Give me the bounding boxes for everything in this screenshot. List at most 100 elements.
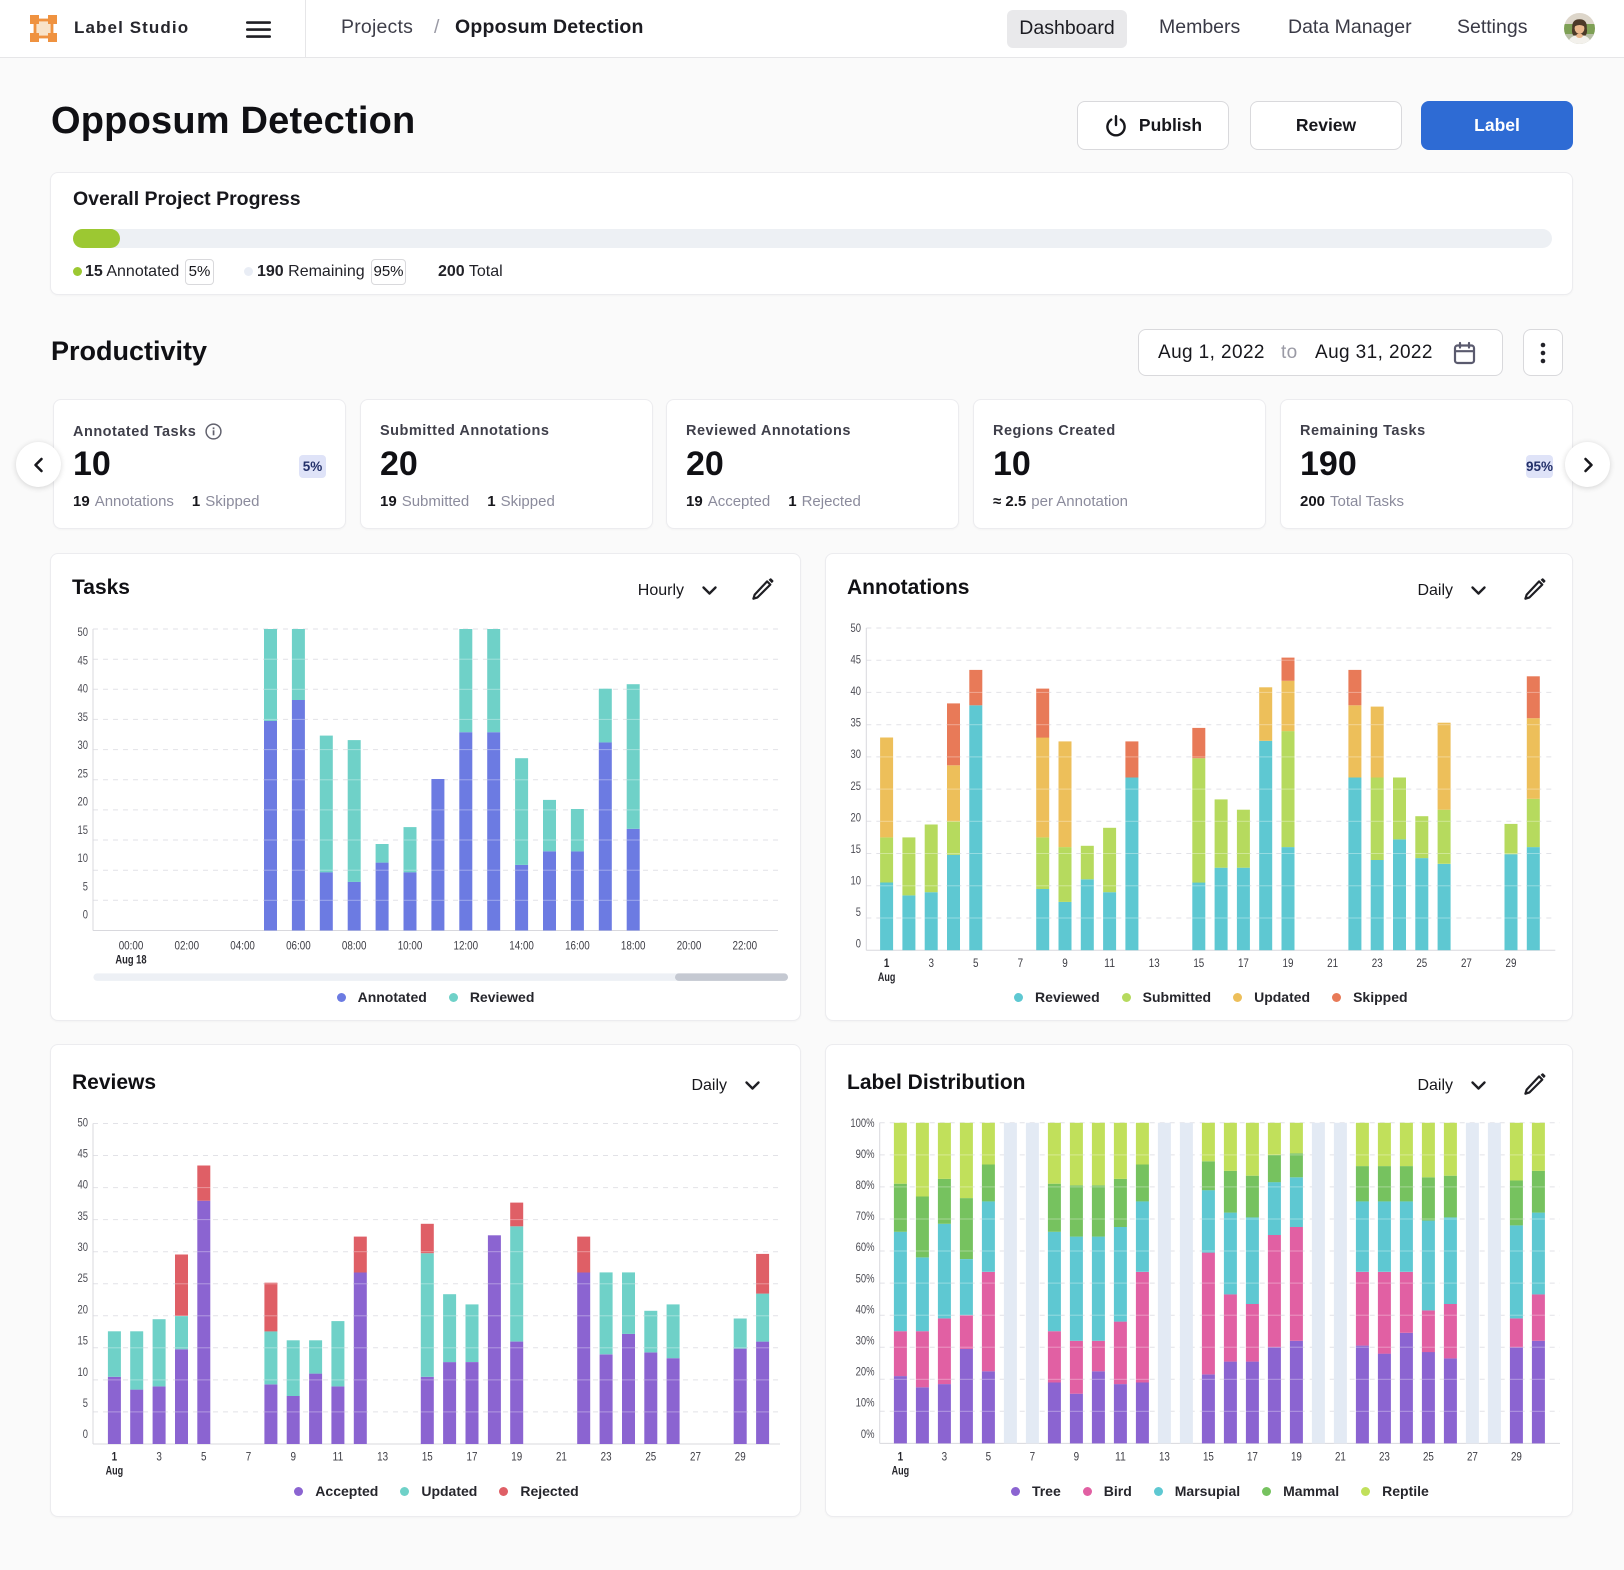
svg-text:29: 29: [1511, 1450, 1522, 1464]
svg-text:5: 5: [986, 1450, 992, 1464]
svg-text:40: 40: [78, 1180, 89, 1192]
svg-text:22:00: 22:00: [733, 939, 758, 953]
svg-text:17: 17: [1247, 1450, 1258, 1464]
svg-text:5: 5: [973, 956, 979, 970]
svg-text:25: 25: [645, 1450, 656, 1464]
svg-text:08:00: 08:00: [342, 939, 367, 953]
svg-text:0: 0: [856, 939, 861, 951]
svg-text:10:00: 10:00: [398, 939, 423, 953]
svg-text:9: 9: [290, 1450, 296, 1464]
svg-text:Aug: Aug: [878, 970, 896, 984]
svg-text:3: 3: [156, 1450, 162, 1464]
svg-text:15: 15: [422, 1450, 433, 1464]
svg-text:15: 15: [78, 825, 89, 837]
svg-text:35: 35: [78, 712, 89, 724]
svg-text:20%: 20%: [856, 1367, 875, 1379]
svg-text:21: 21: [1335, 1450, 1346, 1464]
svg-text:15: 15: [78, 1336, 89, 1348]
svg-text:5: 5: [83, 1398, 88, 1410]
svg-text:19: 19: [1291, 1450, 1302, 1464]
svg-text:20: 20: [851, 812, 862, 824]
svg-text:13: 13: [1159, 1450, 1170, 1464]
svg-text:100%: 100%: [850, 1118, 874, 1130]
svg-text:50%: 50%: [856, 1273, 875, 1285]
svg-text:50: 50: [851, 623, 862, 635]
svg-text:70%: 70%: [856, 1211, 875, 1223]
svg-text:29: 29: [735, 1450, 746, 1464]
svg-text:45: 45: [78, 1149, 89, 1161]
svg-text:25: 25: [78, 1273, 89, 1285]
svg-text:90%: 90%: [856, 1149, 875, 1161]
svg-text:25: 25: [78, 768, 89, 780]
svg-text:30: 30: [851, 749, 862, 761]
svg-text:21: 21: [1327, 956, 1338, 970]
svg-text:29: 29: [1506, 956, 1517, 970]
svg-text:50: 50: [78, 627, 89, 639]
svg-text:16:00: 16:00: [565, 939, 590, 953]
svg-text:50: 50: [78, 1117, 89, 1129]
svg-text:7: 7: [1030, 1450, 1036, 1464]
svg-text:04:00: 04:00: [230, 939, 255, 953]
svg-text:23: 23: [1379, 1450, 1390, 1464]
svg-text:30: 30: [78, 1242, 89, 1254]
svg-text:25: 25: [1423, 1450, 1434, 1464]
svg-text:27: 27: [690, 1450, 701, 1464]
svg-text:19: 19: [1283, 956, 1294, 970]
svg-text:80%: 80%: [856, 1180, 875, 1192]
svg-text:23: 23: [1372, 956, 1383, 970]
svg-text:27: 27: [1461, 956, 1472, 970]
svg-text:06:00: 06:00: [286, 939, 311, 953]
svg-text:3: 3: [928, 956, 934, 970]
svg-text:9: 9: [1074, 1450, 1080, 1464]
svg-text:10: 10: [78, 1367, 89, 1379]
svg-text:Aug: Aug: [892, 1464, 910, 1478]
svg-text:30: 30: [78, 740, 89, 752]
svg-text:3: 3: [942, 1450, 948, 1464]
svg-text:Aug 18: Aug 18: [115, 953, 146, 967]
svg-text:0: 0: [83, 910, 88, 922]
svg-text:5: 5: [856, 907, 861, 919]
svg-text:00:00: 00:00: [119, 939, 144, 953]
svg-text:10: 10: [851, 876, 862, 888]
svg-text:35: 35: [78, 1211, 89, 1223]
svg-text:20:00: 20:00: [677, 939, 702, 953]
svg-text:40: 40: [78, 684, 89, 696]
svg-text:11: 11: [332, 1450, 343, 1464]
svg-text:5: 5: [83, 881, 88, 893]
svg-text:40: 40: [851, 686, 862, 698]
svg-text:27: 27: [1467, 1450, 1478, 1464]
svg-text:1: 1: [898, 1450, 904, 1464]
svg-text:Aug: Aug: [106, 1464, 124, 1478]
svg-text:20: 20: [78, 1304, 89, 1316]
svg-text:18:00: 18:00: [621, 939, 646, 953]
svg-text:11: 11: [1104, 956, 1115, 970]
svg-text:35: 35: [851, 718, 862, 730]
svg-text:12:00: 12:00: [454, 939, 479, 953]
svg-text:45: 45: [78, 655, 89, 667]
svg-text:60%: 60%: [856, 1242, 875, 1254]
svg-text:15: 15: [1203, 1450, 1214, 1464]
svg-text:17: 17: [467, 1450, 478, 1464]
svg-text:1: 1: [112, 1450, 118, 1464]
svg-text:25: 25: [1416, 956, 1427, 970]
svg-text:30%: 30%: [856, 1336, 875, 1348]
svg-text:25: 25: [851, 781, 862, 793]
svg-text:21: 21: [556, 1450, 567, 1464]
svg-text:9: 9: [1062, 956, 1068, 970]
svg-text:15: 15: [851, 844, 862, 856]
svg-text:02:00: 02:00: [175, 939, 200, 953]
svg-text:10%: 10%: [856, 1398, 875, 1410]
svg-text:5: 5: [201, 1450, 207, 1464]
svg-text:1: 1: [884, 956, 890, 970]
svg-text:10: 10: [78, 853, 89, 865]
svg-text:23: 23: [601, 1450, 612, 1464]
svg-text:11: 11: [1115, 1450, 1126, 1464]
svg-text:7: 7: [246, 1450, 252, 1464]
svg-text:0%: 0%: [861, 1429, 875, 1441]
svg-text:13: 13: [1149, 956, 1160, 970]
svg-text:15: 15: [1193, 956, 1204, 970]
svg-text:0: 0: [83, 1429, 88, 1441]
svg-text:14:00: 14:00: [509, 939, 534, 953]
svg-text:40%: 40%: [856, 1304, 875, 1316]
svg-text:45: 45: [851, 655, 862, 667]
